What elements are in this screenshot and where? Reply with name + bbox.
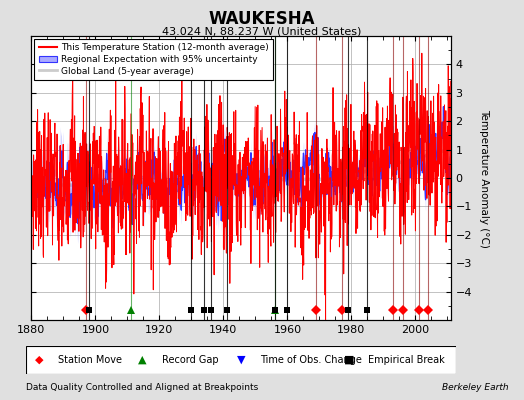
Y-axis label: Temperature Anomaly (°C): Temperature Anomaly (°C) [478,108,489,248]
Text: 43.024 N, 88.237 W (United States): 43.024 N, 88.237 W (United States) [162,26,362,36]
Text: ▼: ▼ [237,355,245,365]
Text: ■: ■ [344,355,355,365]
Text: Time of Obs. Change: Time of Obs. Change [260,355,362,365]
Text: ◆: ◆ [35,355,43,365]
Text: WAUKESHA: WAUKESHA [209,10,315,28]
Legend: This Temperature Station (12-month average), Regional Expectation with 95% uncer: This Temperature Station (12-month avera… [34,39,274,80]
FancyBboxPatch shape [26,346,456,374]
Text: ▲: ▲ [138,355,146,365]
Text: Data Quality Controlled and Aligned at Breakpoints: Data Quality Controlled and Aligned at B… [26,383,258,392]
Text: Empirical Break: Empirical Break [368,355,444,365]
Text: Record Gap: Record Gap [161,355,218,365]
Text: Berkeley Earth: Berkeley Earth [442,383,508,392]
Text: Station Move: Station Move [59,355,123,365]
